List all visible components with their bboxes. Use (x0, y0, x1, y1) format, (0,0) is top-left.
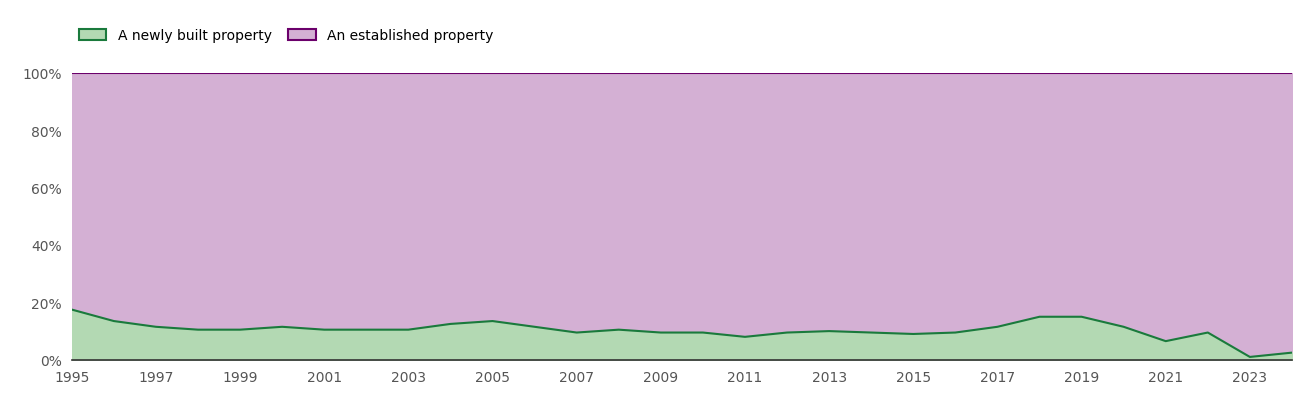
Legend: A newly built property, An established property: A newly built property, An established p… (78, 29, 493, 43)
